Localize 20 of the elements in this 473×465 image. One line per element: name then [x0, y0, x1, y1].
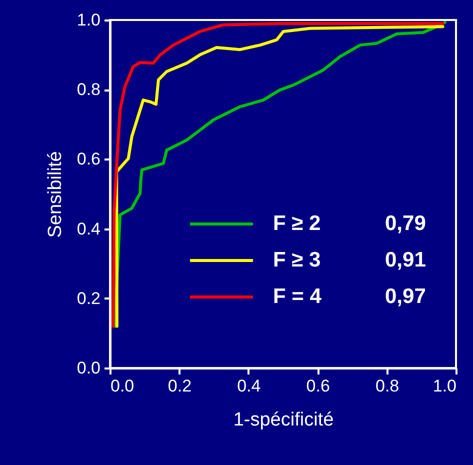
legend-label: F ≥ 3 — [273, 248, 321, 272]
legend-label: F ≥ 2 — [273, 212, 321, 235]
x-tick-label: 0.2 — [168, 376, 192, 396]
legend-label: F = 4 — [273, 285, 322, 308]
y-tick-label: 0.8 — [76, 80, 100, 100]
y-tick-label: 1.0 — [76, 10, 100, 30]
x-tick-label: 0.0 — [110, 376, 134, 396]
x-tick-label: 0.8 — [375, 376, 400, 396]
annotation: 0,79 — [385, 212, 426, 235]
x-axis-title: 1-spécificité — [233, 410, 334, 430]
x-tick-label: 0.6 — [306, 376, 330, 396]
annotation: 0,97 — [385, 285, 426, 308]
y-tick-label: 0.6 — [76, 150, 100, 169]
x-tick-label: 0.4 — [237, 376, 261, 396]
y-tick-label: 0.2 — [76, 288, 100, 308]
y-tick-label: 0.4 — [76, 219, 100, 238]
y-axis-title: Sensibilité — [44, 151, 66, 238]
x-tick-label: 1.0 — [432, 376, 456, 396]
y-tick-label: 0.0 — [76, 358, 100, 378]
annotation: 0,91 — [385, 248, 426, 272]
